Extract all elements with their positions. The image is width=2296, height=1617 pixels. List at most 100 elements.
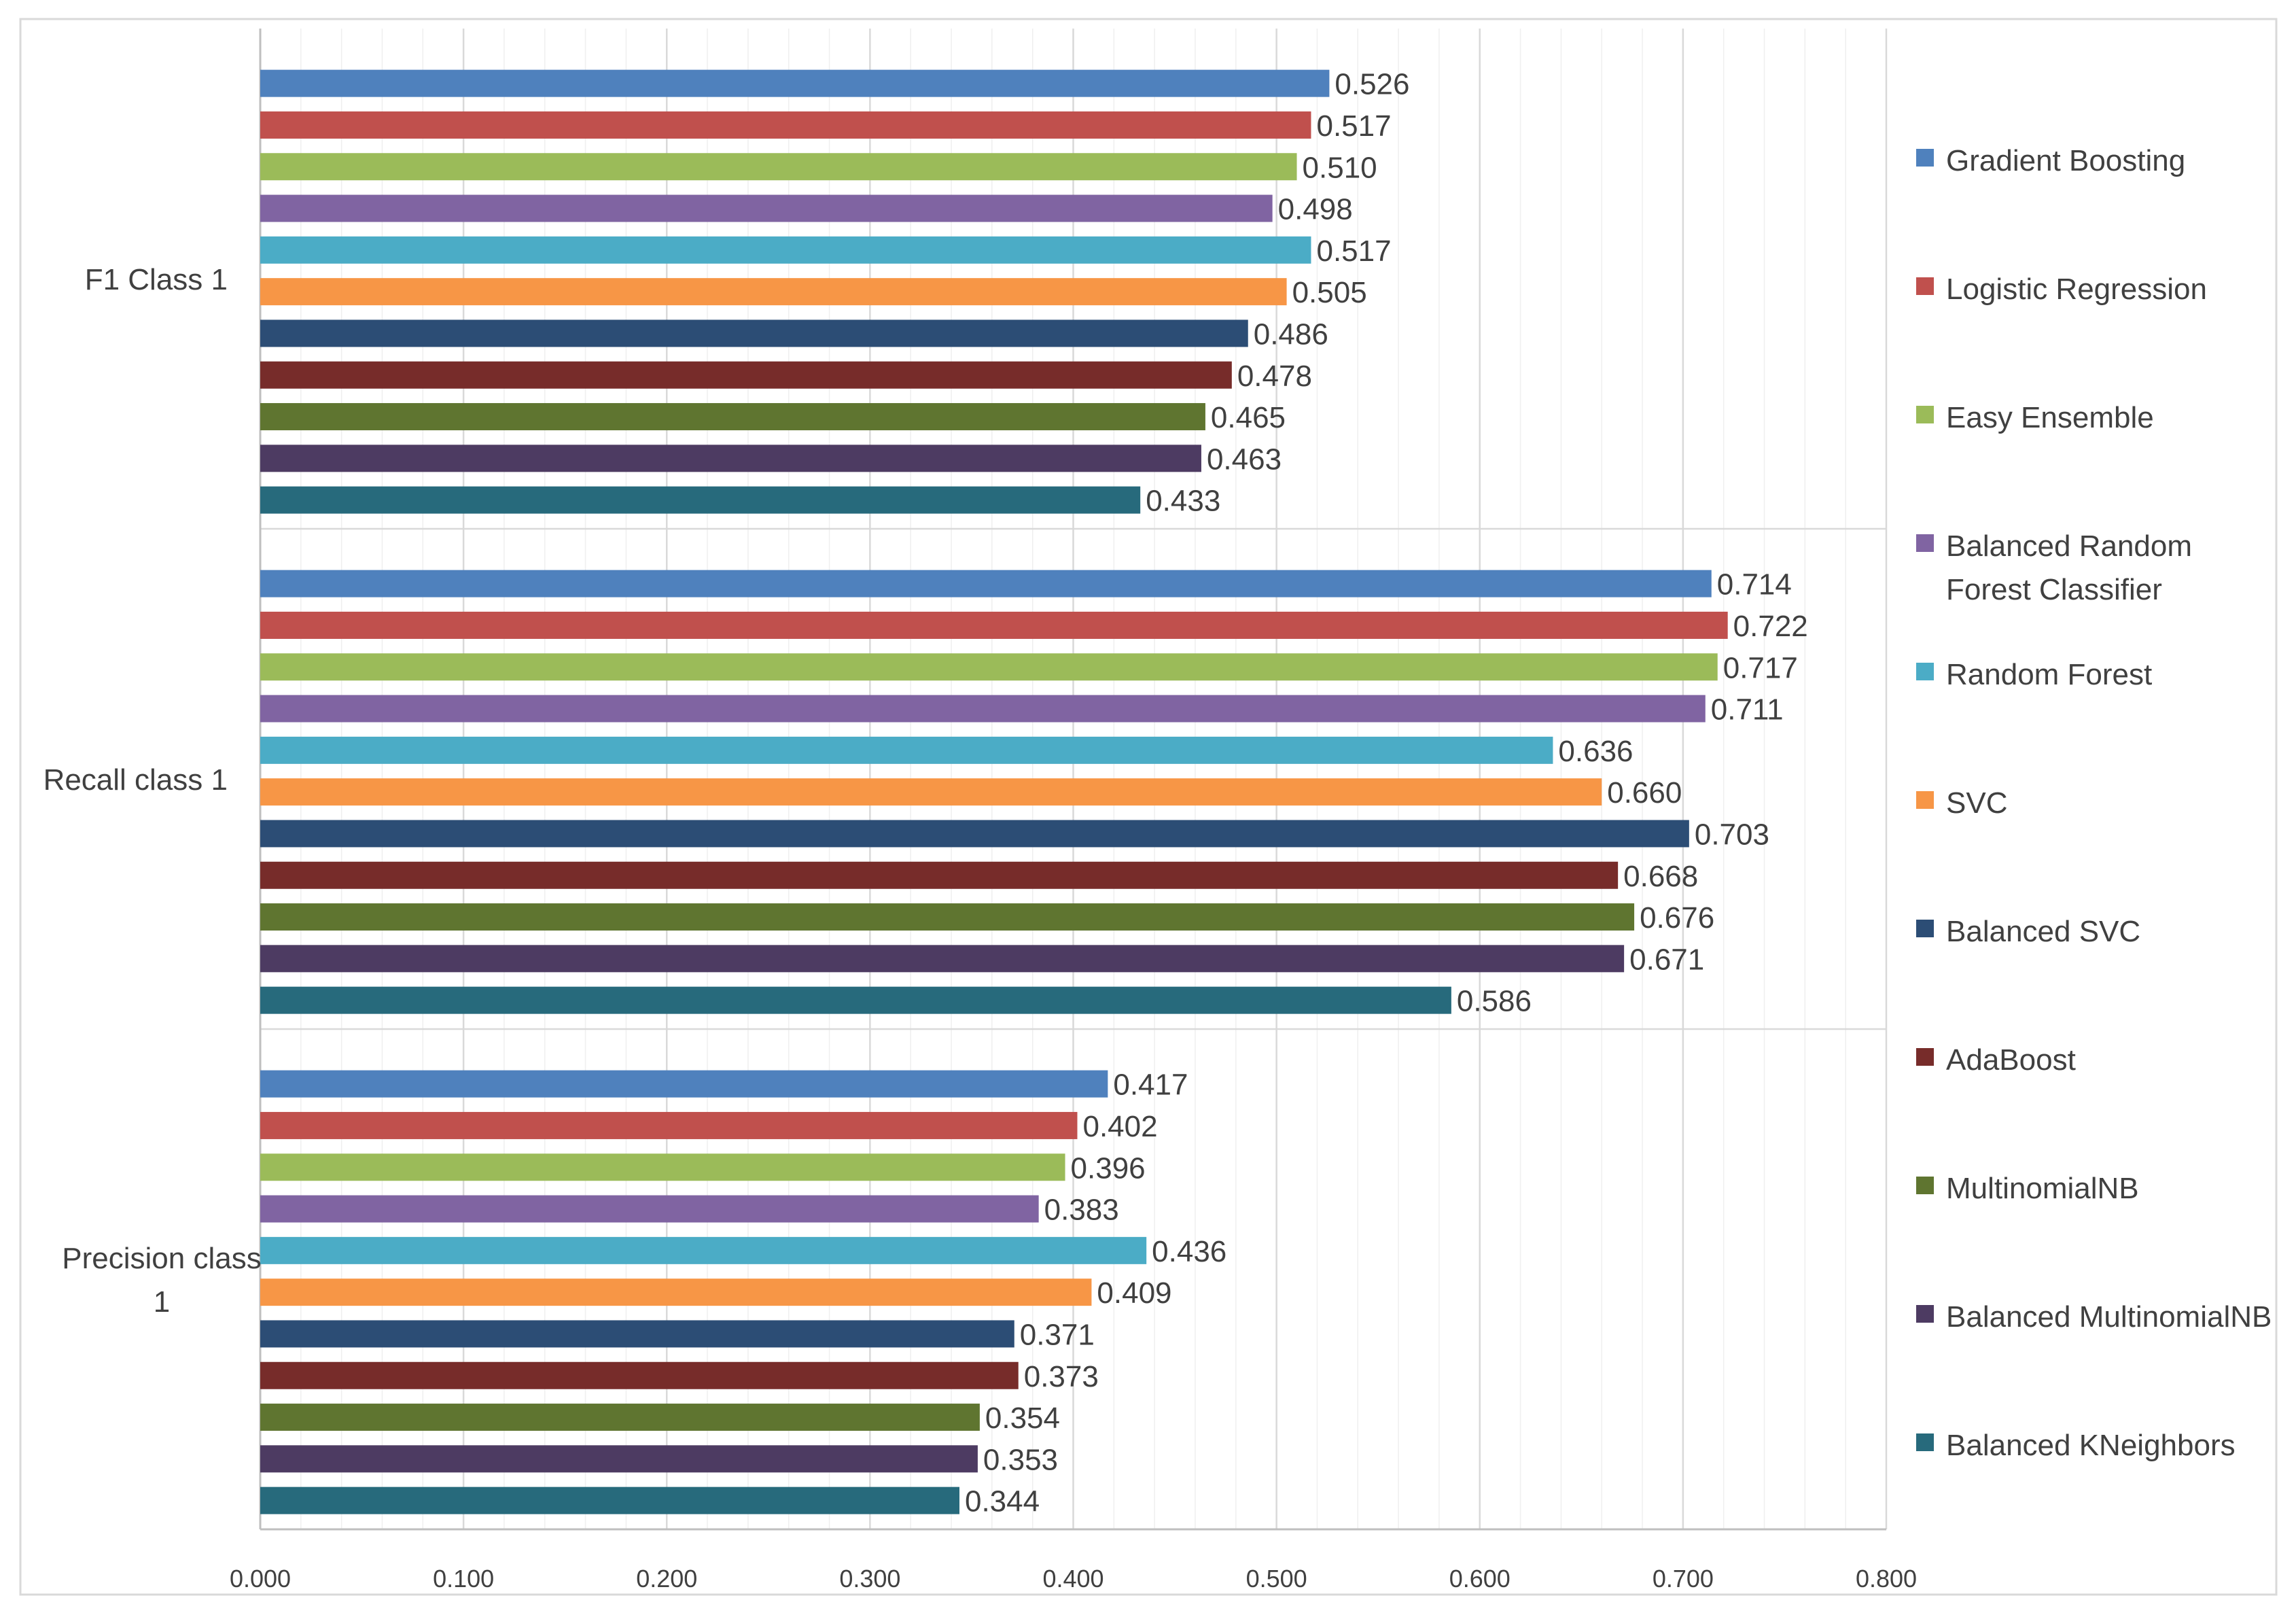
bar <box>260 153 1297 181</box>
data-label: 0.660 <box>1607 776 1682 810</box>
legend-swatch <box>1916 534 1934 552</box>
bar <box>260 236 1311 264</box>
legend-swatch <box>1916 1177 1934 1194</box>
data-label: 0.517 <box>1316 109 1391 143</box>
legend-swatch <box>1916 277 1934 295</box>
bar <box>260 1153 1065 1181</box>
data-label: 0.486 <box>1254 317 1328 351</box>
category-labels: F1 Class 1 Recall class 1 Precision class 1 <box>43 263 262 1319</box>
bar <box>260 736 1553 764</box>
bar <box>260 986 1451 1014</box>
x-tick-label: 0.000 <box>230 1565 291 1593</box>
legend-swatch <box>1916 791 1934 809</box>
data-label: 0.526 <box>1335 68 1409 101</box>
data-label: 0.505 <box>1292 276 1367 309</box>
data-label: 0.463 <box>1207 442 1282 476</box>
legend-item: Logistic Regression <box>1916 268 2272 311</box>
bar <box>260 194 1273 222</box>
bar <box>260 1445 978 1473</box>
legend-label: Balanced MultinomialNB <box>1946 1300 2272 1334</box>
data-label: 0.373 <box>1024 1360 1099 1393</box>
legend-item: Balanced KNeighbors <box>1916 1424 2272 1467</box>
bar <box>260 778 1602 806</box>
legend-label: Logistic Regression <box>1946 273 2207 306</box>
legend-swatch <box>1916 1048 1934 1066</box>
data-label: 0.353 <box>983 1443 1058 1476</box>
data-label: 0.436 <box>1152 1235 1226 1268</box>
data-label: 0.717 <box>1723 651 1798 684</box>
bar <box>260 570 1712 597</box>
data-label: 0.354 <box>985 1402 1060 1435</box>
legend-swatch <box>1916 1305 1934 1323</box>
data-label: 0.714 <box>1717 568 1792 602</box>
bar <box>260 445 1201 472</box>
bar <box>260 611 1728 639</box>
x-tick-label: 0.400 <box>1042 1565 1103 1593</box>
legend-swatch <box>1916 920 1934 937</box>
data-label: 0.344 <box>965 1485 1040 1518</box>
legend-label: MultinomialNB <box>1946 1172 2139 1205</box>
data-label: 0.402 <box>1082 1110 1157 1143</box>
category-label: Recall class 1 <box>43 763 228 797</box>
bar <box>260 903 1635 931</box>
legend-item: Random Forest <box>1916 653 2272 697</box>
data-label: 0.711 <box>1711 693 1784 727</box>
legend-label: Balanced Random Forest Classifier <box>1946 529 2193 606</box>
data-label: 0.498 <box>1278 193 1353 226</box>
legend-label: Random Forest <box>1946 658 2153 691</box>
bars <box>260 69 1728 1514</box>
x-tick-label: 0.500 <box>1246 1565 1307 1593</box>
legend-item: AdaBoost <box>1916 1039 2272 1082</box>
category-label: Precision class 1 <box>62 1242 261 1319</box>
x-tick-label: 0.700 <box>1653 1565 1714 1593</box>
legend-swatch <box>1916 663 1934 680</box>
bar <box>260 1320 1014 1348</box>
x-tick-labels: 0.000 0.100 0.200 0.300 0.400 0.500 0.600 0.700… <box>230 1565 1917 1593</box>
bar <box>260 1404 980 1431</box>
data-label: 0.668 <box>1623 860 1698 893</box>
legend-label: Gradient Boosting <box>1946 144 2186 177</box>
data-label: 0.703 <box>1695 818 1769 851</box>
data-label: 0.636 <box>1558 735 1633 768</box>
bar <box>260 403 1205 431</box>
legend-label: AdaBoost <box>1946 1043 2076 1077</box>
legend-item: SVC <box>1916 782 2272 825</box>
data-label: 0.409 <box>1097 1276 1171 1310</box>
bar <box>260 319 1248 347</box>
category-label: F1 Class 1 <box>85 263 228 296</box>
bar <box>260 861 1619 889</box>
data-label: 0.433 <box>1146 485 1220 518</box>
data-label: 0.417 <box>1113 1068 1188 1102</box>
legend-item: Balanced SVC <box>1916 910 2272 954</box>
data-label: 0.465 <box>1211 401 1286 434</box>
bar <box>260 1361 1019 1389</box>
legend-item: Balanced MultinomialNB <box>1916 1296 2272 1339</box>
x-tick-label: 0.300 <box>839 1565 900 1593</box>
bar <box>260 820 1689 848</box>
data-label: 0.510 <box>1303 151 1377 184</box>
legend-item: Balanced Random Forest Classifier <box>1916 525 2272 612</box>
bar <box>260 1236 1147 1264</box>
bar <box>260 695 1706 723</box>
bar <box>260 278 1287 306</box>
legend-item: MultinomialNB <box>1916 1167 2272 1211</box>
bar <box>260 653 1718 681</box>
x-tick-label: 0.600 <box>1449 1565 1511 1593</box>
bar <box>260 1070 1108 1098</box>
data-label: 0.396 <box>1071 1151 1146 1185</box>
data-label: 0.371 <box>1020 1318 1095 1351</box>
x-tick-label: 0.800 <box>1856 1565 1917 1593</box>
data-label: 0.383 <box>1044 1194 1119 1227</box>
legend-item: Easy Ensemble <box>1916 396 2272 440</box>
legend-swatch <box>1916 1433 1934 1451</box>
legend-item: Gradient Boosting <box>1916 139 2272 183</box>
x-tick-label: 0.200 <box>636 1565 697 1593</box>
bar <box>260 945 1625 973</box>
bar <box>260 111 1311 139</box>
data-label: 0.517 <box>1316 234 1391 268</box>
legend: Gradient Boosting Logistic Regression Easy… <box>1916 0 2283 1617</box>
legend-label: Balanced SVC <box>1946 915 2141 948</box>
x-tick-label: 0.100 <box>433 1565 494 1593</box>
legend-label: Balanced KNeighbors <box>1946 1429 2236 1462</box>
